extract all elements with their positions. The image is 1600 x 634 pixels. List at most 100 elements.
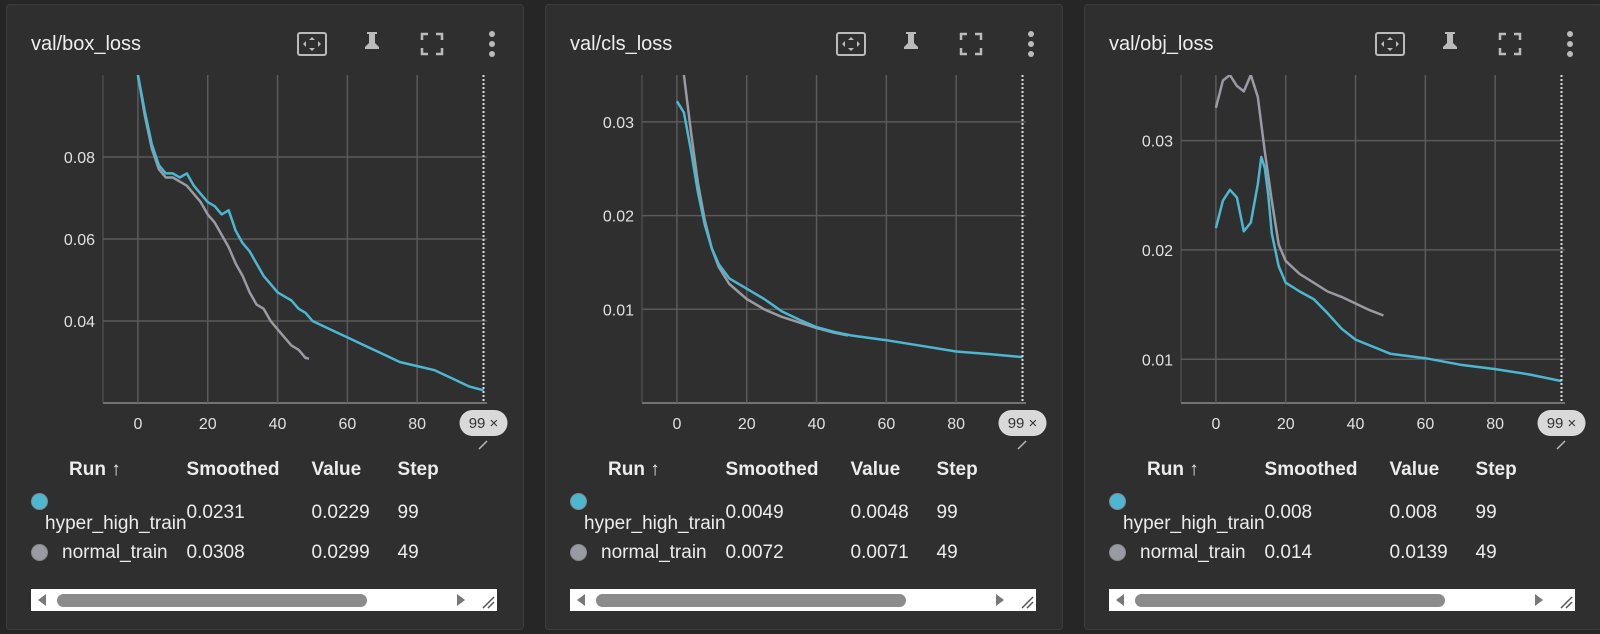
step-badge-bg: [998, 410, 1047, 436]
run-color-dot[interactable]: [31, 493, 48, 511]
more-vert-icon: [1567, 31, 1573, 57]
step-badge-bg: [1537, 410, 1586, 436]
run-name: normal_train: [601, 542, 707, 563]
scroll-left-arrow-icon[interactable]: [577, 594, 585, 606]
header-step[interactable]: Step: [936, 459, 978, 480]
card-toolbar: [834, 27, 1048, 61]
step-badge-bg: [459, 410, 508, 436]
x-tick-label: 40: [808, 416, 826, 433]
more-options-button[interactable]: [1014, 27, 1048, 61]
y-tick-label: 0.02: [603, 209, 634, 226]
x-tick-label: 80: [1486, 416, 1504, 433]
header-smoothed[interactable]: Smoothed: [725, 459, 819, 480]
value-cell: 0.008: [1389, 502, 1438, 523]
fit-domain-button[interactable]: [295, 27, 329, 61]
fullscreen-button[interactable]: [954, 27, 988, 61]
x-tick-label: 0: [672, 416, 681, 433]
header-value[interactable]: Value: [311, 459, 362, 480]
header-run[interactable]: Run ↑: [1147, 459, 1199, 480]
header-step[interactable]: Step: [397, 459, 439, 480]
pin-button[interactable]: [894, 27, 928, 61]
table-row[interactable]: normal_train 0.014 0.0139 49: [1109, 535, 1546, 571]
scroll-left-arrow-icon[interactable]: [1116, 594, 1124, 606]
scrollbar-thumb[interactable]: [1135, 594, 1445, 607]
y-tick-label: 0.02: [1142, 243, 1173, 260]
y-tick-label: 0.04: [64, 314, 95, 331]
fullscreen-button[interactable]: [415, 27, 449, 61]
header-smoothed[interactable]: Smoothed: [1264, 459, 1358, 480]
fit-domain-button[interactable]: [1373, 27, 1407, 61]
series-line-normal_train: [136, 75, 310, 360]
resize-grip-icon[interactable]: [1020, 595, 1034, 609]
pin-icon: [904, 32, 918, 57]
resize-grip-icon[interactable]: [1559, 595, 1573, 609]
card-toolbar: [1373, 27, 1587, 61]
y-tick-label: 0.08: [64, 150, 95, 167]
scroll-right-arrow-icon[interactable]: [457, 594, 465, 606]
table-row[interactable]: hyper_high_train 0.0049 0.0048 99: [570, 491, 1007, 535]
scroll-right-arrow-icon[interactable]: [996, 594, 1004, 606]
fit-domain-icon: [1375, 32, 1405, 56]
chart-card-obj-loss: val/obj_loss 0 20 40 60 80 0.01 0.02 0.03 99 ×: [1084, 4, 1600, 630]
smoothed-cell: 0.0308: [186, 542, 245, 563]
fit-domain-icon: [836, 32, 866, 56]
run-color-dot[interactable]: [1109, 544, 1126, 562]
fullscreen-icon: [420, 32, 444, 56]
fit-domain-button[interactable]: [834, 27, 868, 61]
run-color-dot[interactable]: [1109, 493, 1126, 511]
table-row[interactable]: normal_train 0.0308 0.0299 49: [31, 535, 468, 571]
chart-card-cls-loss: val/cls_loss 0 20 40 60 80 0.01 0.02 0.03 99 ×: [545, 4, 1063, 630]
x-tick-label: 0: [1211, 416, 1220, 433]
header-run[interactable]: Run ↑: [69, 459, 121, 480]
step-badge[interactable]: 99 ×: [1537, 410, 1586, 436]
horizontal-scrollbar[interactable]: [31, 589, 497, 611]
y-tick-label: 0.01: [603, 302, 634, 319]
pin-button[interactable]: [1433, 27, 1467, 61]
x-tick-label: 80: [408, 416, 426, 433]
pin-button[interactable]: [355, 27, 389, 61]
step-badge[interactable]: 99 ×: [459, 410, 508, 436]
scroll-right-arrow-icon[interactable]: [1535, 594, 1543, 606]
horizontal-scrollbar[interactable]: [1109, 589, 1575, 611]
header-value[interactable]: Value: [1389, 459, 1440, 480]
scrollbar-thumb[interactable]: [596, 594, 906, 607]
pin-icon: [1443, 32, 1457, 57]
run-cell: hyper_high_train: [1109, 491, 1265, 535]
table-row[interactable]: hyper_high_train 0.008 0.008 99: [1109, 491, 1546, 535]
x-tick-label: 60: [338, 416, 356, 433]
more-options-button[interactable]: [475, 27, 509, 61]
header-value[interactable]: Value: [850, 459, 901, 480]
scroll-left-arrow-icon[interactable]: [38, 594, 46, 606]
run-color-dot[interactable]: [31, 544, 48, 562]
horizontal-scrollbar[interactable]: [570, 589, 1036, 611]
more-options-button[interactable]: [1553, 27, 1587, 61]
x-tick-label: 60: [877, 416, 895, 433]
scrollbar-thumb[interactable]: [57, 594, 367, 607]
value-cell: 0.0071: [850, 542, 909, 563]
run-name: hyper_high_train: [584, 513, 726, 534]
card-toolbar: [295, 27, 509, 61]
step-badge-label: 99 ×: [1008, 415, 1038, 432]
run-color-dot[interactable]: [570, 493, 587, 511]
smoothed-cell: 0.0231: [186, 502, 245, 523]
smoothed-cell: 0.008: [1264, 502, 1313, 523]
series-line-hyper_high_train: [136, 75, 484, 392]
smoothed-cell: 0.0049: [725, 502, 784, 523]
run-color-dot[interactable]: [570, 544, 587, 562]
header-step[interactable]: Step: [1475, 459, 1517, 480]
chart-resize-icon: [1017, 440, 1027, 450]
x-tick-label: 20: [738, 416, 756, 433]
x-tick-label: 80: [947, 416, 965, 433]
step-cell: 99: [397, 502, 419, 523]
table-row[interactable]: normal_train 0.0072 0.0071 49: [570, 535, 1007, 571]
step-badge[interactable]: 99 ×: [998, 410, 1047, 436]
fit-domain-icon: [297, 32, 327, 56]
header-smoothed[interactable]: Smoothed: [186, 459, 280, 480]
resize-grip-icon[interactable]: [481, 595, 495, 609]
header-run[interactable]: Run ↑: [608, 459, 660, 480]
line-chart: 0 20 40 60 80 0.01 0.02 0.03 99 ×: [603, 75, 1047, 450]
series-line-normal_train: [1214, 75, 1384, 317]
fullscreen-button[interactable]: [1493, 27, 1527, 61]
chart-title: val/cls_loss: [570, 33, 673, 55]
table-row[interactable]: hyper_high_train 0.0231 0.0229 99: [31, 491, 468, 535]
